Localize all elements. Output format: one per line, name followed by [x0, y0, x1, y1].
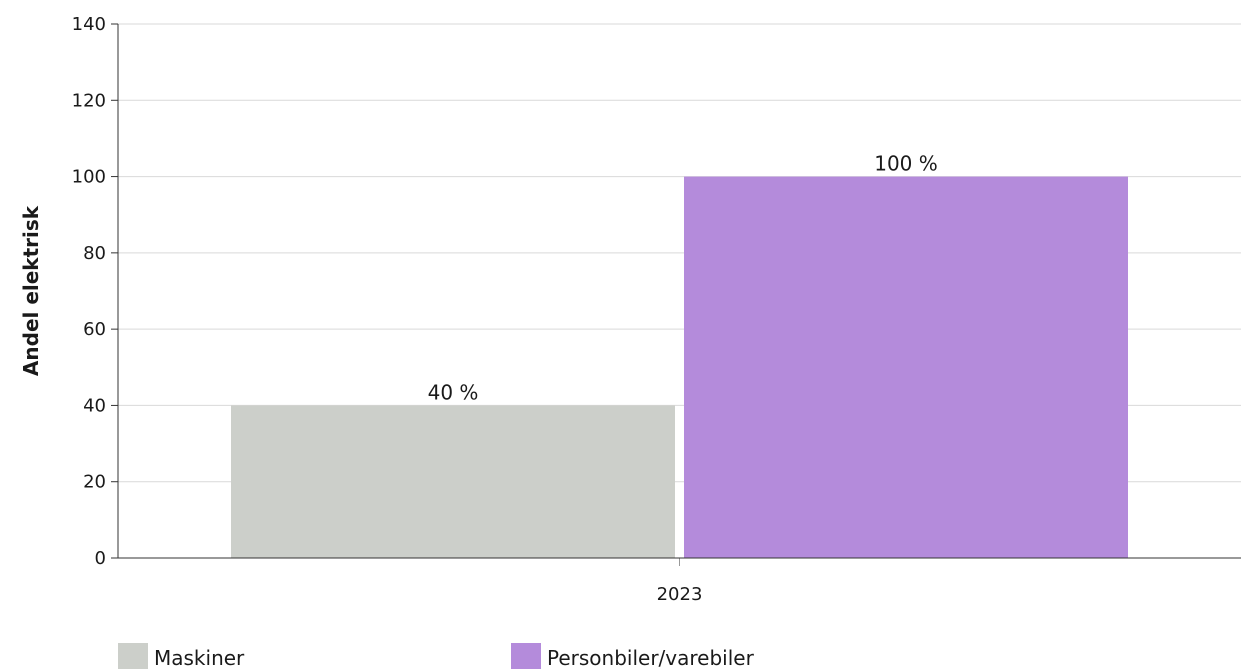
legend-swatch [511, 643, 541, 669]
legend-label: Maskiner [154, 646, 245, 669]
y-tick-label: 120 [72, 90, 106, 111]
axes [111, 23, 1241, 566]
legend-label: Personbiler/varebiler [547, 646, 755, 669]
x-tick-labels: 2023 [657, 584, 703, 605]
data-labels: 40 % 100 % [428, 152, 938, 405]
y-tick-label: 80 [83, 243, 106, 264]
y-tick-label: 100 [72, 167, 106, 188]
legend-swatch [118, 643, 148, 669]
y-tick-labels: 0 20 40 60 80 100 120 140 [72, 14, 106, 569]
y-tick-label: 0 [95, 548, 106, 569]
bar-maskiner [231, 405, 675, 558]
data-label: 100 % [874, 152, 938, 176]
y-tick-label: 60 [83, 319, 106, 340]
y-tick-label: 20 [83, 472, 106, 493]
bars [231, 176, 1128, 559]
x-tick-label: 2023 [657, 584, 703, 605]
y-axis-title: Andel elektrisk [19, 205, 43, 376]
legend: Maskiner Personbiler/varebiler [118, 643, 755, 669]
y-tick-label: 140 [72, 14, 106, 35]
y-tick-label: 40 [83, 395, 106, 416]
data-label: 40 % [428, 380, 479, 404]
bar-personbiler-varebiler [684, 176, 1128, 559]
